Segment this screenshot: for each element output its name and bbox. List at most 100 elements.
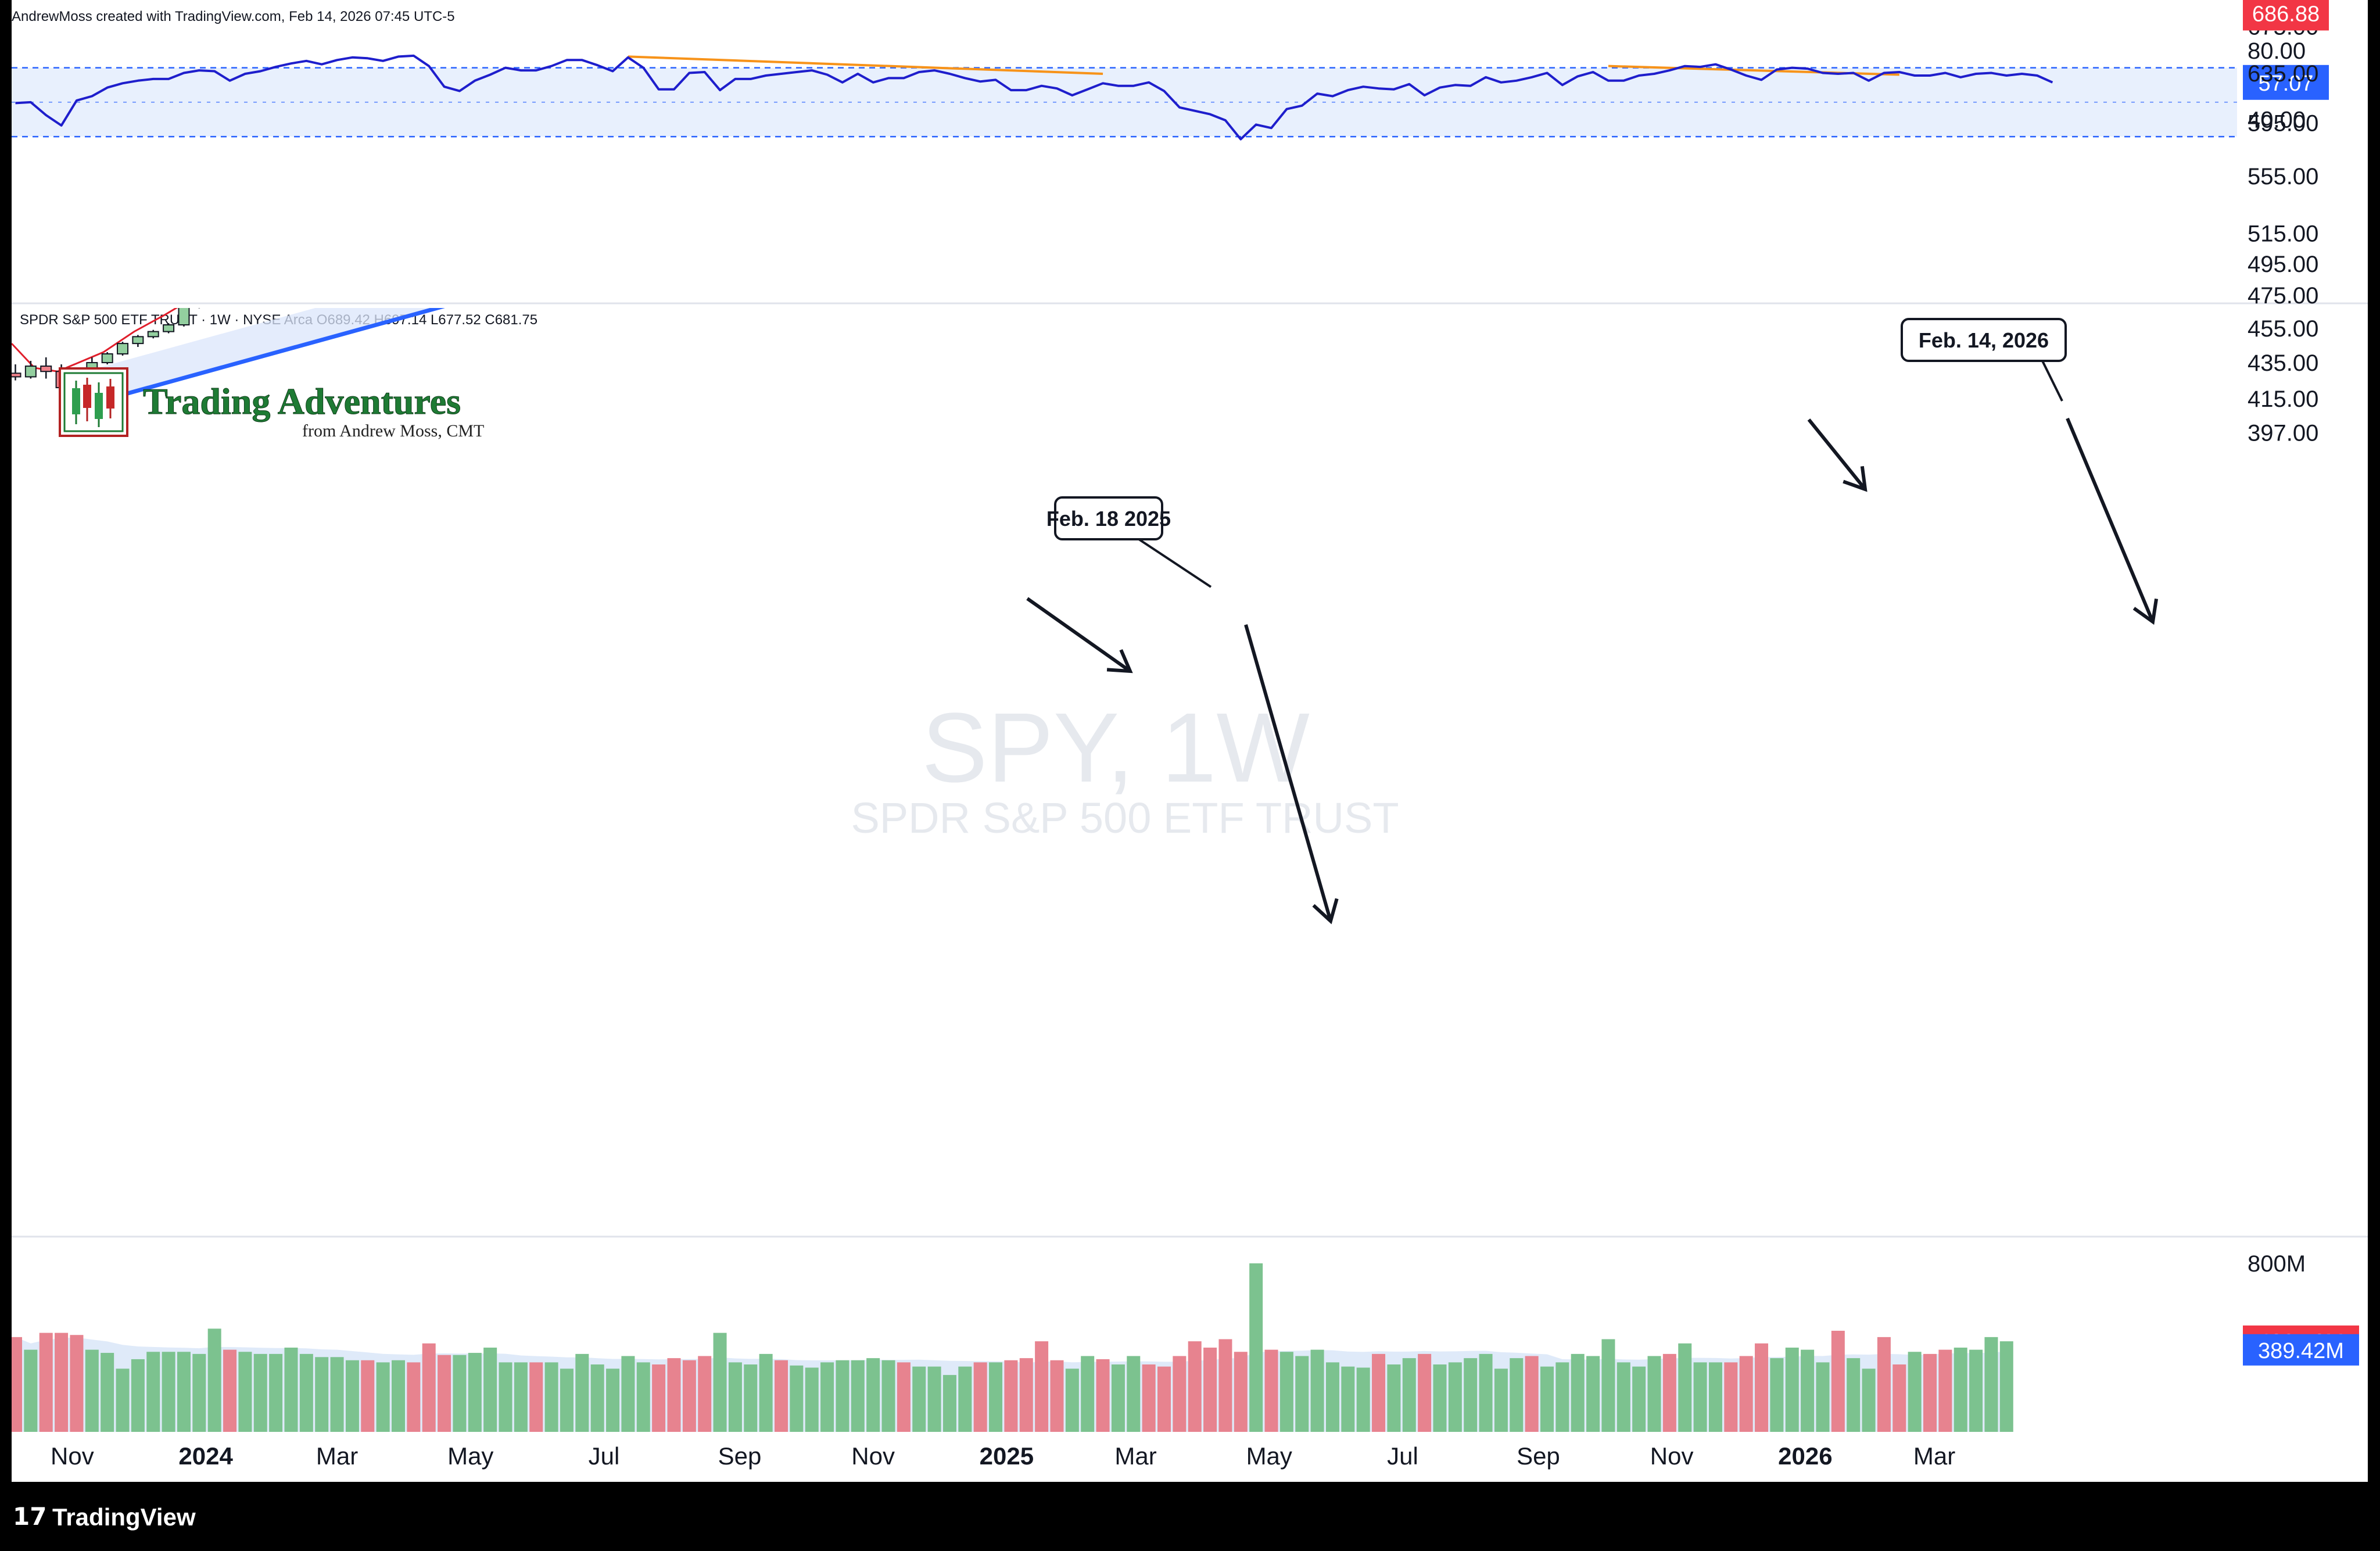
volume-bar-up[interactable] [1647, 1356, 1661, 1432]
candle[interactable] [24, 360, 37, 379]
volume-bar-down[interactable] [1188, 1341, 1202, 1432]
volume-bar-up[interactable] [1127, 1356, 1141, 1432]
volume-bar-up[interactable] [1341, 1366, 1355, 1432]
volume-bar-down[interactable] [1218, 1339, 1232, 1432]
volume-bar-up[interactable] [713, 1333, 727, 1432]
volume-bar-up[interactable] [24, 1349, 38, 1432]
volume-bar-down[interactable] [1755, 1343, 1769, 1432]
volume-bar-up[interactable] [116, 1369, 130, 1432]
volume-bar-up[interactable] [1325, 1362, 1339, 1432]
support-trendline[interactable] [60, 120, 1119, 414]
volume-bar-down[interactable] [775, 1360, 788, 1432]
volume-bar-up[interactable] [1984, 1337, 1998, 1432]
volume-bar-down[interactable] [1662, 1353, 1676, 1432]
volume-bar-down[interactable] [667, 1358, 681, 1432]
drawn-arrow[interactable] [2066, 417, 2159, 625]
volume-bar-down[interactable] [1050, 1360, 1064, 1432]
volume-bar-up[interactable] [1601, 1339, 1615, 1432]
volume-bar-up[interactable] [836, 1360, 850, 1432]
volume-bar-down[interactable] [1877, 1337, 1891, 1432]
volume-bar-up[interactable] [575, 1353, 589, 1432]
volume-bar-up[interactable] [1081, 1356, 1095, 1432]
volume-bar-up[interactable] [958, 1366, 972, 1432]
volume-bar-down[interactable] [1019, 1358, 1033, 1432]
volume-bar-up[interactable] [499, 1362, 512, 1432]
candle[interactable] [178, 300, 190, 327]
volume-bar-up[interactable] [1847, 1358, 1861, 1432]
volume-bar-up[interactable] [1816, 1362, 1830, 1432]
volume-bar-up[interactable] [1555, 1362, 1569, 1432]
volume-bar-up[interactable] [1279, 1352, 1293, 1432]
volume-bar-up[interactable] [989, 1362, 1003, 1432]
volume-bar-up[interactable] [1770, 1358, 1784, 1432]
volume-bar-down[interactable] [1234, 1352, 1248, 1432]
volume-bar-down[interactable] [1142, 1364, 1156, 1432]
volume-bar-down[interactable] [438, 1355, 451, 1432]
volume-bar-up[interactable] [162, 1352, 175, 1432]
volume-bar-down[interactable] [1203, 1348, 1217, 1432]
volume-bar-down[interactable] [1938, 1349, 1952, 1432]
volume-bar-up[interactable] [1908, 1352, 1922, 1432]
volume-bar-up[interactable] [1479, 1353, 1493, 1432]
volume-bar-up[interactable] [820, 1362, 834, 1432]
volume-bar-down[interactable] [1173, 1356, 1187, 1432]
volume-bar-down[interactable] [1035, 1341, 1049, 1432]
volume-bar-down[interactable] [1418, 1353, 1432, 1432]
volume-bar-down[interactable] [422, 1343, 436, 1432]
volume-bar-down[interactable] [1264, 1349, 1278, 1432]
volume-bar-up[interactable] [759, 1353, 773, 1432]
volume-bar-up[interactable] [453, 1355, 467, 1432]
volume-bar-up[interactable] [192, 1353, 206, 1432]
tradingview-brand[interactable]: TradingView [52, 1503, 196, 1531]
volume-bar-up[interactable] [1801, 1349, 1815, 1432]
volume-bar-up[interactable] [1571, 1353, 1585, 1432]
volume-bar-up[interactable] [269, 1353, 283, 1432]
volume-bar-up[interactable] [376, 1362, 390, 1432]
volume-bar-up[interactable] [1999, 1341, 2013, 1432]
volume-bar-down[interactable] [1831, 1331, 1845, 1432]
volume-bar-up[interactable] [728, 1362, 742, 1432]
volume-bar-up[interactable] [621, 1356, 635, 1432]
volume-bar-up[interactable] [284, 1348, 298, 1432]
volume-bar-up[interactable] [790, 1365, 804, 1432]
volume-bar-up[interactable] [330, 1357, 344, 1432]
volume-bar-up[interactable] [560, 1369, 574, 1432]
volume-bar-up[interactable] [392, 1360, 405, 1432]
volume-bar-up[interactable] [177, 1352, 191, 1432]
volume-bar-up[interactable] [1969, 1349, 1983, 1432]
volume-bar-down[interactable] [529, 1362, 543, 1432]
volume-bar-down[interactable] [652, 1364, 666, 1432]
volume-bar-up[interactable] [1065, 1369, 1079, 1432]
volume-bar-up[interactable] [544, 1362, 558, 1432]
drawn-arrow[interactable] [1026, 597, 1133, 674]
drawn-arrow[interactable] [1244, 624, 1339, 925]
candle[interactable] [101, 352, 113, 365]
candle[interactable] [40, 357, 52, 379]
volume-bar-up[interactable] [85, 1349, 99, 1432]
date-callout[interactable]: Feb. 18 2025 [1046, 496, 1212, 588]
candle[interactable] [117, 342, 129, 356]
volume-bar-down[interactable] [1004, 1360, 1018, 1432]
volume-bar-up[interactable] [253, 1353, 267, 1432]
volume-bar-up[interactable] [1464, 1358, 1478, 1432]
volume-bar-down[interactable] [698, 1356, 712, 1432]
volume-bar-up[interactable] [146, 1352, 160, 1432]
candle[interactable] [10, 364, 21, 381]
volume-bar-up[interactable] [1862, 1369, 1876, 1432]
candle[interactable] [132, 335, 144, 348]
candle[interactable] [147, 329, 159, 339]
drawn-arrow[interactable] [1807, 418, 1868, 492]
volume-bar-up[interactable] [1356, 1367, 1370, 1432]
volume-bar-up[interactable] [1954, 1348, 1967, 1432]
volume-bar-up[interactable] [866, 1358, 880, 1432]
volume-bar-down[interactable] [682, 1360, 696, 1432]
volume-bar-up[interactable] [1678, 1343, 1692, 1432]
tradingview-footer[interactable]: 𝟭𝟳 TradingView [13, 1503, 196, 1531]
volume-bar-up[interactable] [345, 1360, 359, 1432]
volume-bar-down[interactable] [1157, 1366, 1171, 1432]
volume-bar-down[interactable] [9, 1337, 22, 1432]
rsi-line[interactable] [15, 54, 2053, 141]
volume-bar-up[interactable] [1632, 1366, 1646, 1432]
volume-bar-up[interactable] [1708, 1362, 1722, 1432]
time-axis[interactable]: Nov 2024 Mar May Jul Sep Nov 2025 Mar May Jul Sep No… [51, 1442, 1955, 1470]
